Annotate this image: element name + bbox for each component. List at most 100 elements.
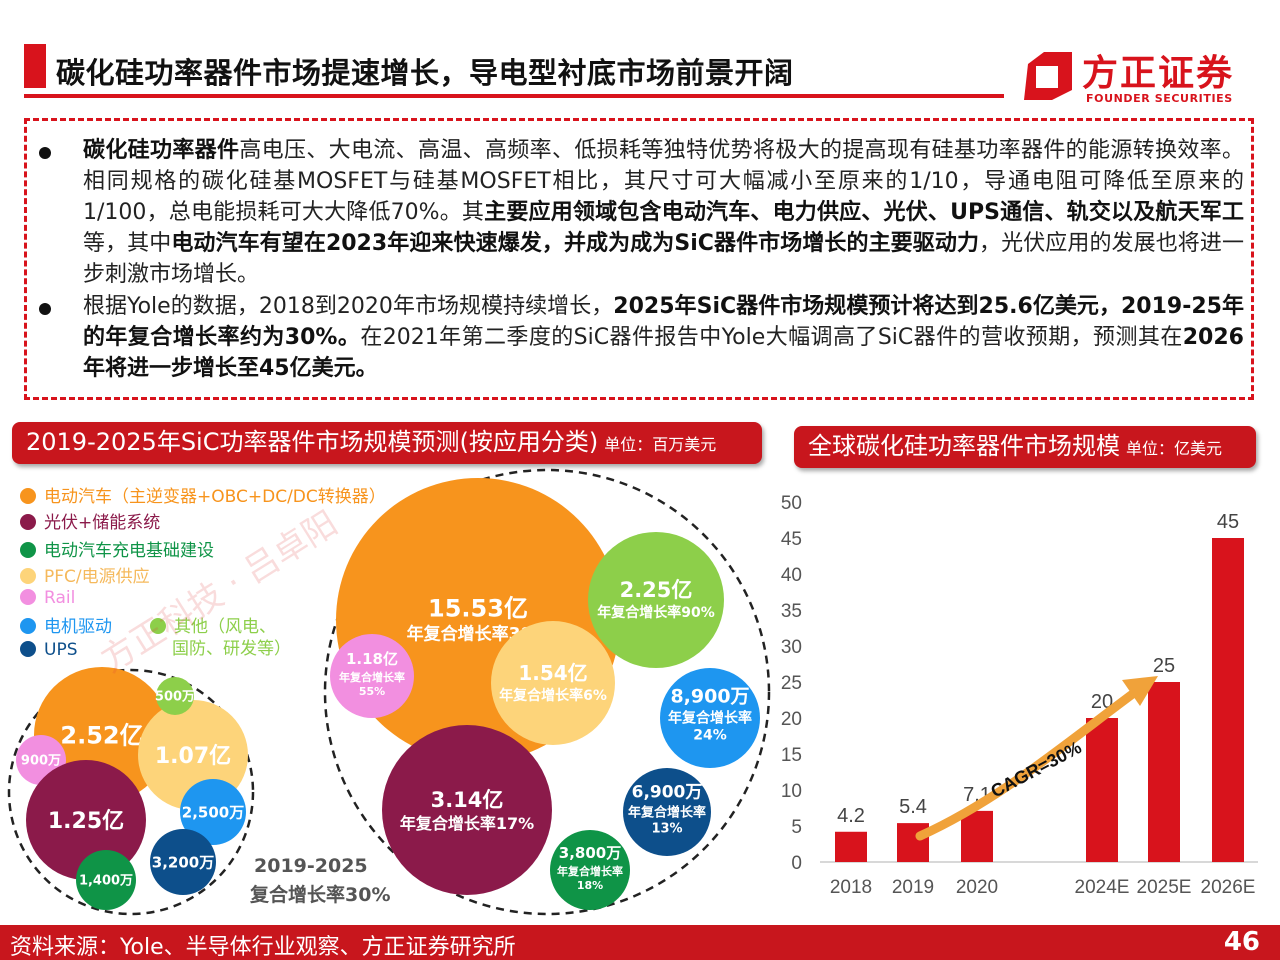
x-tick-label: 2026E	[1201, 877, 1256, 898]
bubble-label: 年复合增长率6%	[499, 687, 607, 704]
cagr-annotation: CAGR=30%	[987, 737, 1084, 801]
title-accent-bar	[24, 44, 46, 88]
2019-bubble	[76, 850, 136, 910]
bullet-dot-icon	[39, 303, 51, 315]
bar	[1148, 682, 1180, 862]
bullet-segment: 主要应用领域包含电动汽车、电力供应、光伏、UPS通信、轨交以及航天军工	[484, 200, 1244, 225]
y-tick-label: 10	[781, 781, 802, 802]
bubble-label: 900万	[21, 754, 61, 769]
legend-label: UPS	[44, 640, 78, 660]
legend-swatch	[20, 568, 36, 584]
2019-bubble	[26, 760, 146, 880]
bubble-label: 1.07亿	[155, 744, 231, 769]
2025-bubble-outline	[323, 468, 771, 916]
2025-bubble	[623, 768, 711, 856]
y-tick-label: 25	[781, 673, 802, 694]
legend-swatch	[20, 641, 36, 657]
bubble-label: 2.25亿	[620, 578, 693, 602]
bullet-dot-icon	[39, 147, 51, 159]
legend-item: UPS	[20, 640, 78, 660]
legend-item: Rail	[20, 588, 75, 608]
y-tick-label: 15	[781, 745, 802, 766]
summary-box: 碳化硅功率器件高电压、大电流、高温、高频率、低损耗等独特优势将极大的提高现有硅基…	[24, 118, 1254, 400]
logo-chinese-name: 方正证券	[1082, 53, 1235, 94]
x-tick-label: 2024E	[1075, 877, 1130, 898]
2019-bubble-outline	[7, 668, 255, 916]
legend-swatch	[150, 618, 166, 634]
2019-bubble	[156, 677, 194, 715]
legend-swatch	[20, 618, 36, 634]
x-tick-label: 2018	[830, 877, 872, 898]
legend-item: 光伏+储能系统	[20, 508, 160, 533]
legend-item: 电动汽车（主逆变器+OBC+DC/DC转换器）	[20, 482, 386, 507]
bubble-label: 年复合增长率	[339, 670, 405, 684]
bullet-text: 根据Yole的数据，2018到2020年市场规模持续增长，2025年SiC器件市…	[83, 291, 1244, 384]
bullet-point: 根据Yole的数据，2018到2020年市场规模持续增长，2025年SiC器件市…	[39, 291, 1244, 384]
bubble-label: 年复合增长率17%	[400, 814, 534, 833]
legend-swatch	[20, 542, 36, 558]
x-tick-label: 2025E	[1137, 877, 1192, 898]
2025-bubble	[330, 634, 414, 718]
page-number: 46	[1223, 927, 1260, 957]
legend-label: 电动汽车充电基础建设	[44, 541, 214, 561]
y-tick-label: 5	[791, 817, 802, 838]
2019-bubble	[150, 829, 216, 895]
bubble-label: 55%	[359, 685, 385, 698]
bubble-label: 2.52亿	[60, 722, 143, 750]
bubble-label: 2,500万	[182, 803, 244, 821]
right-chart-title: 全球碳化硅功率器件市场规模	[808, 432, 1120, 460]
y-tick-label: 50	[781, 493, 802, 514]
cagr-period-label: 2019-2025	[254, 855, 368, 877]
legend-label: 电机驱动	[44, 617, 112, 637]
bubble-label: 15.53亿	[428, 595, 528, 623]
cagr-rate-label: 复合增长率30%	[250, 884, 391, 906]
source-note: 资料来源：Yole、半导体行业观察、方正证券研究所	[10, 935, 516, 960]
bullet-segment: 电动汽车有望在2023年迎来快速爆发，并成为成为SiC器件市场增长的主要驱动力	[171, 231, 980, 256]
y-tick-label: 45	[781, 529, 802, 550]
2025-bubble	[660, 668, 760, 768]
bubble-label: 年复合增长率90%	[597, 604, 715, 621]
title-divider	[24, 94, 1004, 98]
right-chart-unit: 单位：亿美元	[1126, 439, 1223, 458]
2025-bubble	[491, 621, 615, 745]
bar-value-label: 25	[1153, 655, 1175, 677]
2019-bubble	[180, 779, 246, 845]
y-tick-label: 20	[781, 709, 802, 730]
bubble-label: 1.18亿	[346, 650, 398, 668]
left-chart-header: 2019-2025年SiC功率器件市场规模预测(按应用分类) 单位：百万美元	[12, 422, 762, 464]
legend-label: PFC/电源供应	[44, 567, 150, 587]
market-size-bar-chart: 051015202530354045504.220185.420197.1202…	[781, 493, 1258, 898]
founder-logo-icon	[1024, 52, 1072, 100]
y-tick-label: 35	[781, 601, 802, 622]
bubble-label: 6,900万	[632, 783, 703, 803]
bullet-segment: 根据Yole的数据，2018到2020年市场规模持续增长，	[83, 294, 614, 319]
bubble-label: 24%	[693, 728, 727, 744]
legend-item: 其他（风电、	[150, 612, 276, 637]
bubble-label: 3,200万	[152, 853, 214, 871]
2025-bubble	[382, 725, 552, 895]
bubble-label: 3,800万	[559, 844, 621, 862]
bar	[961, 810, 993, 862]
bubble-label: 1,400万	[79, 874, 133, 889]
legend-swatch	[20, 488, 36, 504]
bubble-label: 18%	[577, 879, 603, 892]
legend-item: 国防、研发等）	[172, 634, 291, 659]
bullet-segment: 等，其中	[83, 231, 172, 256]
logo-english-name: FOUNDER SECURITIES	[1086, 92, 1233, 105]
bar-value-label: 45	[1217, 511, 1239, 533]
bullet-text: 碳化硅功率器件高电压、大电流、高温、高频率、低损耗等独特优势将极大的提高现有硅基…	[83, 135, 1244, 290]
legend-item: PFC/电源供应	[20, 562, 150, 587]
bullet-segment: 2025年SiC器件市场规模预计将达到25.6亿美元，2019-25年的年复合增…	[83, 294, 1244, 350]
legend-label: 国防、研发等）	[172, 639, 291, 659]
bar	[897, 823, 929, 862]
legend-label: 电动汽车（主逆变器+OBC+DC/DC转换器）	[44, 487, 386, 507]
legend-label: Rail	[44, 588, 76, 608]
2025-bubble	[550, 830, 630, 910]
2025-bubble	[588, 532, 724, 668]
bar	[835, 831, 867, 862]
bubble-label: 年复合增长率	[628, 805, 706, 821]
bar	[1212, 538, 1244, 862]
company-logo: 方正证券 FOUNDER SECURITIES	[1018, 44, 1258, 108]
bubble-label: 500万	[155, 690, 195, 705]
bar-value-label: 5.4	[899, 796, 927, 818]
